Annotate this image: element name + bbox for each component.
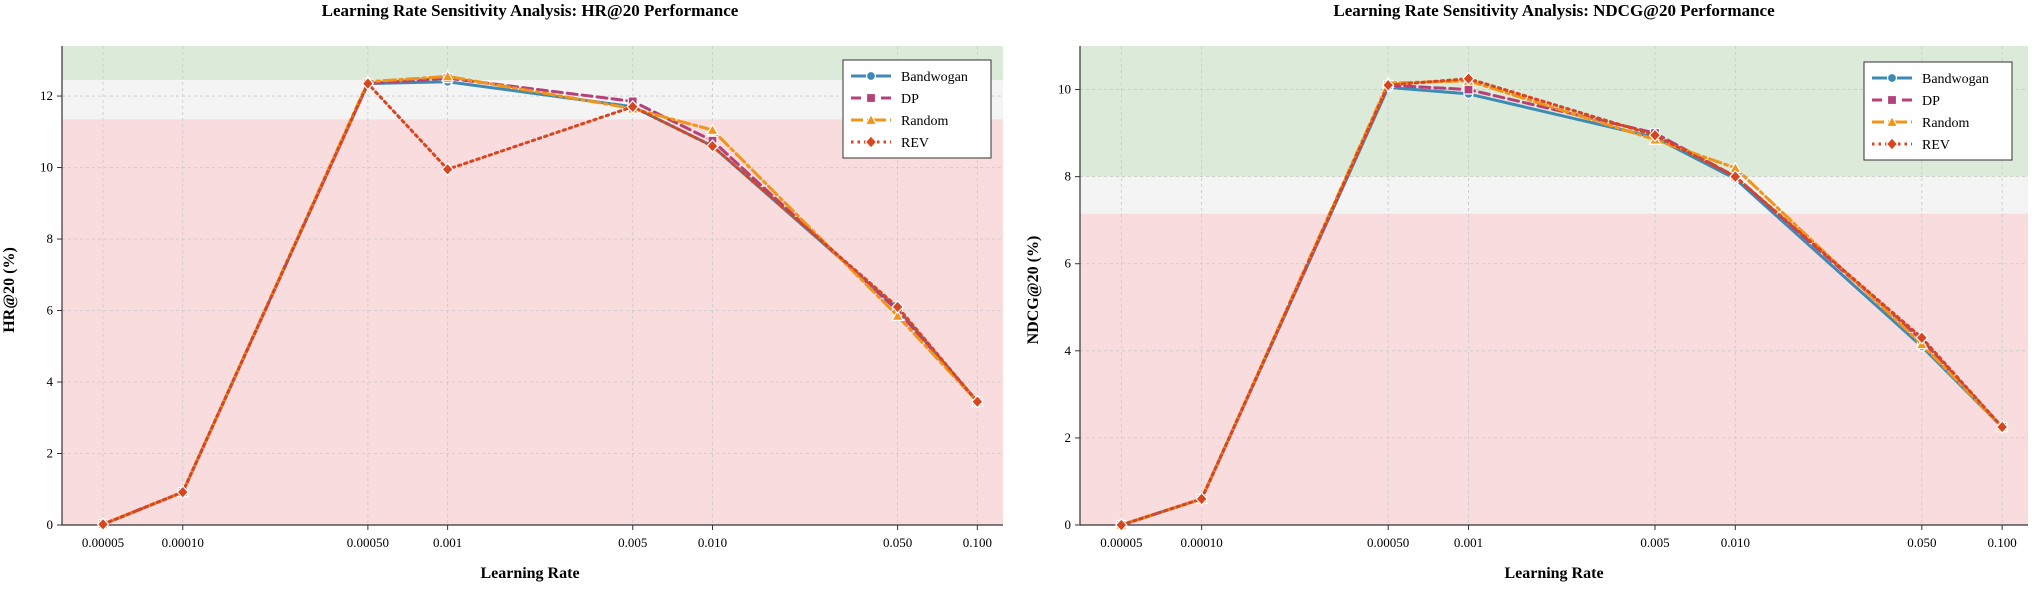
series-line-rev: [101, 82, 979, 526]
legend-marker-bandwogan: [1886, 72, 1898, 84]
data-point-rev: [1462, 71, 1475, 86]
x-tick-label: 0.050: [883, 535, 912, 550]
legend-marker-rev: [1885, 137, 1899, 151]
y-axis-label: HR@20 (%): [1, 247, 18, 333]
y-tick-label: 10: [40, 160, 53, 175]
y-tick-label: 2: [1065, 430, 1072, 445]
legend-marker-dp: [865, 92, 877, 104]
performance-band-1: [1080, 176, 2028, 214]
legend-label-random: Random: [901, 114, 949, 129]
x-tick-label: 0.005: [618, 535, 647, 550]
data-point-rev: [626, 99, 640, 114]
data-point-rev: [1115, 518, 1128, 532]
data-point-rev: [1915, 330, 1929, 345]
y-tick-label: 10: [1058, 82, 1071, 97]
data-point-rev: [1195, 491, 1208, 506]
ndcg20-chart-panel: Learning Rate Sensitivity Analysis: NDCG…: [1016, 0, 2032, 584]
x-tick-label: 0.001: [1454, 535, 1483, 550]
chart-title: Learning Rate Sensitivity Analysis: HR@2…: [322, 1, 739, 20]
x-tick-label: 0.00050: [1367, 535, 1409, 550]
x-tick-label: 0.001: [433, 535, 462, 550]
hr20-chart-panel: Learning Rate Sensitivity Analysis: HR@2…: [0, 0, 1016, 584]
y-tick-label: 0: [47, 517, 54, 532]
y-tick-label: 8: [47, 231, 54, 246]
legend-marker-random: [864, 113, 878, 126]
y-tick-label: 6: [1065, 256, 1072, 271]
legend-marker-rev: [864, 135, 878, 149]
x-axis-label: Learning Rate: [1504, 565, 1603, 582]
legend: Bandwogan DP Random REV: [842, 59, 992, 159]
performance-band-2: [1080, 213, 2028, 525]
data-point-rev: [1728, 169, 1742, 184]
x-tick-label: 0.010: [698, 535, 727, 550]
x-tick-label: 0.00005: [82, 535, 124, 550]
legend-label-rev: REV: [901, 136, 929, 151]
x-tick-label: 0.050: [1907, 535, 1936, 550]
legend-marker-dp: [1886, 94, 1898, 106]
data-point-rev: [96, 517, 110, 532]
data-point-dp: [1463, 84, 1474, 95]
y-axis-label: NDCG@20 (%): [1025, 236, 1042, 345]
x-tick-label: 0.00050: [347, 535, 389, 550]
legend-label-bandwogan: Bandwogan: [901, 70, 968, 85]
chart-title: Learning Rate Sensitivity Analysis: NDCG…: [1333, 1, 1775, 20]
data-point-rev: [1648, 128, 1662, 143]
x-tick-label: 0.00010: [1181, 535, 1223, 550]
legend-marker-random: [1885, 115, 1899, 128]
legend-label-rev: REV: [1922, 138, 1950, 153]
data-point-rev: [1995, 420, 2009, 434]
x-tick-label: 0.010: [1721, 535, 1750, 550]
performance-band-2: [62, 119, 1003, 526]
hr20-chart: Learning Rate Sensitivity Analysis: HR@2…: [1, 1, 1003, 582]
x-axis-label: Learning Rate: [480, 565, 579, 582]
x-tick-label: 0.100: [963, 535, 992, 550]
data-point-rev: [706, 139, 719, 153]
legend-label-dp: DP: [1922, 94, 1940, 109]
data-point-rev: [441, 162, 454, 177]
data-point-rev: [891, 300, 904, 314]
x-tick-label: 0.00005: [1100, 535, 1142, 550]
y-tick-label: 6: [47, 303, 54, 318]
ndcg20-chart: Learning Rate Sensitivity Analysis: NDCG…: [1025, 1, 2028, 582]
data-point-rev: [361, 76, 375, 91]
data-point-random: [705, 123, 719, 136]
data-point-rev: [176, 485, 190, 500]
data-point-random: [441, 69, 455, 82]
y-tick-label: 8: [1065, 169, 1072, 184]
series-line-random: [1119, 79, 2004, 527]
data-point-rev: [1381, 78, 1395, 93]
data-point-rev: [971, 394, 984, 409]
x-tick-label: 0.005: [1640, 535, 1669, 550]
legend-label-random: Random: [1922, 116, 1970, 131]
legend-label-bandwogan: Bandwogan: [1922, 72, 1989, 87]
y-tick-label: 4: [1065, 343, 1072, 358]
y-tick-label: 2: [47, 446, 54, 461]
legend: Bandwogan DP Random REV: [1863, 61, 2013, 161]
y-tick-label: 4: [47, 374, 54, 389]
data-point-random: [891, 309, 905, 321]
x-tick-label: 0.00010: [162, 535, 204, 550]
y-tick-label: 12: [40, 88, 53, 103]
legend-marker-bandwogan: [865, 70, 877, 82]
y-tick-label: 0: [1065, 517, 1072, 532]
x-tick-label: 0.100: [1988, 535, 2017, 550]
series-line-rev: [1119, 77, 2004, 527]
legend-label-dp: DP: [901, 92, 919, 107]
